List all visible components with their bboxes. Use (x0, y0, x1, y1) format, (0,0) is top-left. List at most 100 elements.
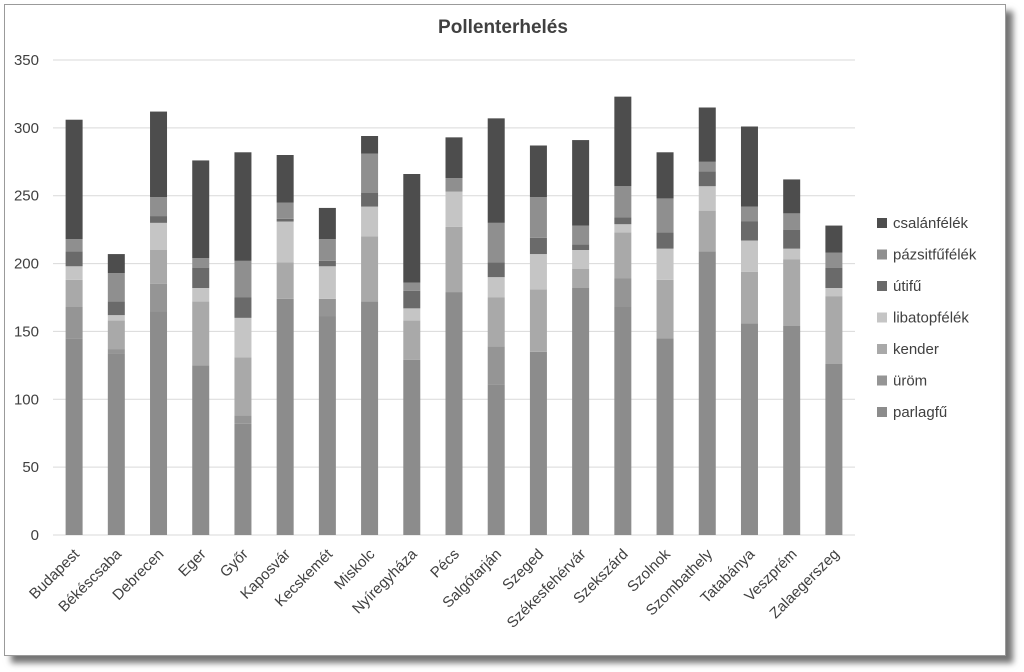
bar-segment (445, 292, 463, 535)
bar-segment (403, 308, 421, 321)
bar-segment (150, 283, 168, 312)
x-tick-label: Eger (175, 546, 209, 580)
bar-segment (150, 111, 168, 198)
bar-segment (825, 252, 843, 268)
chart-title: Pollenterhelés (438, 17, 568, 38)
bar-segment (276, 202, 294, 219)
legend: csalánfélék pázsitfűfélék útifű libatopfélé… (877, 215, 977, 421)
bar-segment (698, 186, 716, 211)
bar-segment (783, 179, 801, 214)
bar-segment (529, 237, 547, 255)
legend-swatch (877, 344, 887, 354)
bars (65, 96, 843, 535)
bar-segment (825, 288, 843, 297)
bar-segment (318, 316, 336, 535)
bar-segment (445, 178, 463, 192)
bar-segment (698, 210, 716, 252)
bar-segment (403, 174, 421, 283)
bar-segment (740, 221, 758, 241)
bar-segment (107, 353, 125, 535)
bar-segment (572, 225, 590, 245)
bar-segment (65, 119, 83, 240)
bar-segment (276, 262, 294, 299)
x-tick-label: Győr (217, 546, 252, 581)
bar-segment (192, 301, 210, 366)
legend-swatch (877, 249, 887, 260)
bar-segment (740, 323, 758, 535)
bar-segment (656, 198, 674, 233)
bar-segment (361, 206, 379, 237)
bar-segment (529, 351, 547, 535)
bar-segment (65, 279, 83, 307)
bar-segment (107, 273, 125, 302)
bar-segment (614, 232, 632, 279)
bar-segment (572, 250, 590, 269)
bar-segment (487, 346, 505, 385)
bar-segment (825, 225, 843, 253)
bar-segment (318, 239, 336, 261)
bar-segment (740, 126, 758, 207)
bar-segment (656, 279, 674, 339)
bar-segment (150, 222, 168, 250)
bar-segment (529, 254, 547, 290)
bar-segment (107, 315, 125, 321)
bar-segment (487, 118, 505, 223)
bar-segment (614, 224, 632, 233)
bar-segment (150, 216, 168, 223)
legend-swatch (877, 407, 887, 417)
legend-label: kender (893, 341, 939, 358)
bar-segment (318, 260, 336, 267)
bar-segment (445, 137, 463, 179)
bar-segment (234, 260, 252, 298)
y-tick-label: 200 (14, 256, 39, 273)
bar-segment (361, 301, 379, 535)
bar-segment (614, 217, 632, 225)
bar-segment (572, 140, 590, 226)
bar-segment (318, 298, 336, 317)
bar-segment (192, 258, 210, 268)
bar-segment (656, 152, 674, 199)
bar-segment (276, 221, 294, 263)
y-tick-label: 100 (14, 391, 39, 408)
bar-segment (192, 365, 210, 535)
bar-segment (445, 226, 463, 293)
bar-segment (445, 191, 463, 227)
bar-segment (150, 250, 168, 284)
bar-segment (740, 206, 758, 222)
bar-segment (65, 239, 83, 252)
bar-segment (529, 289, 547, 352)
bar-segment (361, 153, 379, 193)
bar-segment (740, 271, 758, 324)
bar-segment (107, 301, 125, 316)
y-tick-label: 150 (14, 323, 39, 340)
legend-swatch (877, 375, 887, 386)
y-tick-label: 50 (22, 459, 39, 476)
bar-segment (572, 244, 590, 250)
bar-segment (698, 161, 716, 172)
bar-segment (656, 232, 674, 249)
bar-segment (318, 266, 336, 299)
bar-segment (107, 320, 125, 350)
legend-label: libatopfélék (893, 310, 969, 327)
bar-segment (65, 266, 83, 280)
bar-segment (825, 364, 843, 535)
bar-segment (783, 213, 801, 230)
bar-segment (487, 222, 505, 263)
bar-segment (783, 326, 801, 535)
bar-segment (487, 262, 505, 278)
y-axis-ticks: 0 50 100 150 200 250 300 350 (14, 52, 39, 544)
y-tick-label: 350 (14, 52, 39, 69)
bar-segment (487, 277, 505, 298)
bar-segment (698, 107, 716, 162)
legend-label: pázsitfűfélék (893, 247, 977, 264)
bar-segment (150, 311, 168, 535)
legend-label: parlagfű (893, 404, 947, 421)
bar-segment (361, 193, 379, 207)
bar-segment (740, 240, 758, 272)
bar-segment (656, 248, 674, 280)
bar-segment (825, 296, 843, 364)
bar-segment (150, 197, 168, 217)
legend-swatch (877, 281, 887, 291)
legend-label: csalánfélék (893, 215, 969, 232)
